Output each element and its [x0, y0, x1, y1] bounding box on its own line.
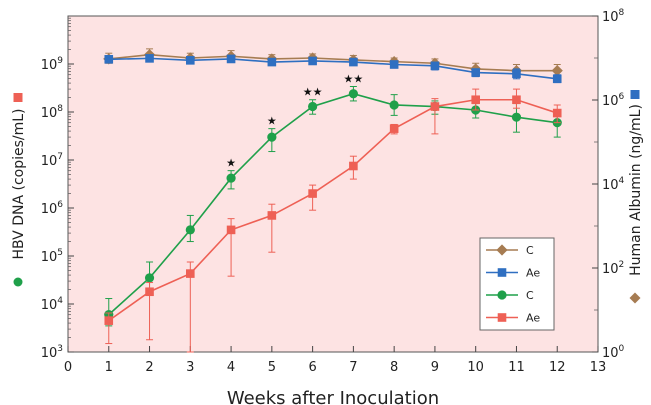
- y-right-tick-label: 108: [602, 8, 625, 25]
- data-point: [349, 161, 358, 171]
- data-point: [389, 124, 399, 133]
- x-tick-label: 13: [590, 360, 607, 375]
- legend-marker: [497, 268, 507, 277]
- y-right-tick-label: 100: [602, 344, 625, 361]
- y-right-tick-label: 104: [602, 176, 625, 193]
- data-point: [512, 95, 521, 105]
- significance-marker: ★: [267, 115, 277, 128]
- x-axis-label: Weeks after Inoculation: [227, 388, 439, 405]
- data-point: [430, 61, 440, 71]
- left-axis-square-legend-icon: [13, 93, 23, 102]
- significance-marker: ★★: [303, 86, 323, 99]
- x-tick-label: 4: [227, 360, 235, 375]
- data-point: [308, 101, 318, 112]
- data-point: [267, 132, 277, 142]
- y-left-tick-label: 104: [41, 296, 64, 313]
- legend-entry: C: [486, 244, 534, 257]
- data-point: [389, 100, 399, 110]
- y-axis-left-label: HBV DNA (copies/mL): [11, 108, 27, 259]
- data-point: [471, 68, 480, 77]
- y-axis-right-title-group: Human Albumin (ng/mL): [628, 90, 644, 304]
- x-tick-label: 5: [268, 360, 276, 375]
- legend-label: Ae: [526, 312, 540, 325]
- legend-label: C: [526, 289, 534, 302]
- data-point: [308, 189, 317, 198]
- legend-entry: C: [486, 289, 534, 302]
- x-tick-label: 9: [431, 360, 439, 375]
- series-1-square: [104, 54, 562, 84]
- y-left-tick-label: 103: [41, 344, 63, 361]
- y-left-tick-label: 105: [41, 248, 63, 265]
- data-point: [226, 225, 236, 235]
- legend-entry: Ae: [486, 312, 540, 325]
- data-point: [145, 287, 154, 297]
- left-axis-circle-legend-icon: [13, 277, 23, 287]
- series-line: [108, 53, 558, 72]
- data-point: [389, 60, 399, 69]
- x-tick-label: 1: [105, 360, 113, 375]
- data-point: [512, 69, 521, 79]
- right-axis-diamond-legend-icon: [629, 292, 641, 304]
- series-line: [108, 98, 558, 322]
- x-tick-label: 0: [64, 360, 72, 375]
- data-point: [430, 102, 440, 111]
- data-point: [144, 273, 155, 283]
- data-point: [551, 65, 563, 77]
- x-tick-label: 12: [549, 360, 566, 375]
- data-point: [145, 54, 154, 63]
- x-tick-label: 2: [145, 360, 153, 375]
- x-tick-label: 3: [186, 360, 194, 375]
- x-tick-label: 6: [308, 360, 316, 375]
- data-point: [511, 112, 522, 122]
- significance-marker: ★: [226, 157, 236, 170]
- y-axis-right-label: Human Albumin (ng/mL): [628, 104, 644, 276]
- y-left-tick-label: 106: [41, 200, 64, 217]
- data-point: [186, 56, 195, 65]
- series-line: [108, 57, 558, 80]
- data-point: [185, 225, 195, 235]
- significance-marker: ★★: [344, 72, 364, 85]
- data-point: [226, 173, 236, 183]
- data-point: [552, 74, 562, 84]
- data-point: [348, 89, 358, 99]
- data-point: [552, 108, 562, 118]
- legend-entry: Ae: [486, 267, 540, 280]
- y-left-tick-label: 109: [41, 56, 64, 73]
- data-point: [267, 57, 277, 67]
- data-point: [349, 57, 358, 67]
- series-3-square: [104, 88, 562, 353]
- legend-marker: [497, 313, 507, 322]
- y-right-tick-label: 102: [602, 260, 624, 277]
- right-axis-square-legend-icon: [630, 90, 640, 99]
- x-tick-label: 11: [508, 360, 525, 375]
- x-tick-label: 8: [390, 360, 398, 375]
- legend-marker: [497, 290, 507, 300]
- series-line: [108, 92, 558, 316]
- x-tick-label: 10: [467, 360, 484, 375]
- data-point: [267, 211, 277, 220]
- data-point: [104, 316, 114, 325]
- y-left-tick-label: 108: [41, 104, 64, 121]
- data-point: [104, 55, 114, 64]
- legend-label: Ae: [526, 267, 540, 280]
- legend-box: [479, 237, 555, 331]
- x-tick-label: 7: [349, 360, 357, 375]
- y-axis-left-title-group: HBV DNA (copies/mL): [11, 93, 27, 287]
- y-right-tick-label: 106: [602, 92, 625, 109]
- y-left-tick-label: 107: [41, 152, 63, 169]
- data-point: [226, 54, 236, 64]
- legend-marker: [496, 244, 508, 256]
- legend-label: C: [526, 244, 534, 257]
- data-point: [471, 95, 480, 105]
- data-point: [186, 269, 195, 278]
- data-point: [308, 56, 317, 66]
